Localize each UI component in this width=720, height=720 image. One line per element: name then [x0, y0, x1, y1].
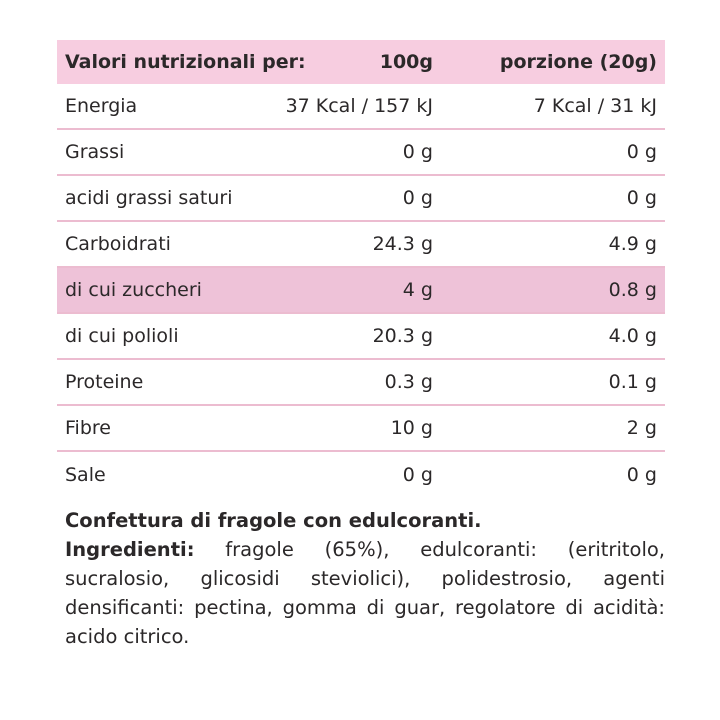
- value-per-100g: 24.3 g: [372, 233, 433, 255]
- nutrient-label: Energia: [65, 95, 138, 117]
- value-per-100g: 0 g: [402, 464, 433, 486]
- value-per-portion: 0.8 g: [608, 279, 657, 301]
- ingredients-paragraph: Ingredienti: fragole (65%), edulcoranti:…: [65, 535, 665, 651]
- value-per-portion: 4.0 g: [608, 325, 657, 347]
- table-row: acidi grassi saturi 0 g 0 g: [57, 176, 665, 222]
- product-name: Confettura di fragole con edulcoranti.: [65, 509, 482, 532]
- value-per-portion: 7 Kcal / 31 kJ: [533, 95, 657, 117]
- value-per-portion: 0 g: [626, 141, 657, 163]
- nutrient-label: Fibre: [65, 417, 111, 439]
- header-col-100g: 100g: [379, 51, 433, 73]
- value-per-portion: 0.1 g: [608, 371, 657, 393]
- table-row: di cui polioli 20.3 g 4.0 g: [57, 314, 665, 360]
- value-per-100g: 0 g: [402, 141, 433, 163]
- table-row: Fibre 10 g 2 g: [57, 406, 665, 452]
- table-row: Sale 0 g 0 g: [57, 452, 665, 498]
- table-row: Grassi 0 g 0 g: [57, 130, 665, 176]
- nutrient-label: acidi grassi saturi: [65, 187, 233, 209]
- ingredients-label: Ingredienti:: [65, 538, 195, 561]
- nutrient-label: Carboidrati: [65, 233, 171, 255]
- value-per-100g: 0.3 g: [384, 371, 433, 393]
- table-row: di cui zuccheri 4 g 0.8 g: [57, 268, 665, 314]
- value-per-portion: 4.9 g: [608, 233, 657, 255]
- value-per-portion: 2 g: [626, 417, 657, 439]
- ingredients-text: fragole (65%), edulcoranti: (eritritolo,…: [65, 538, 665, 648]
- product-description: Confettura di fragole con edulcoranti. I…: [65, 506, 665, 651]
- table-header-row: Valori nutrizionali per: 100g porzione (…: [57, 40, 665, 84]
- nutrient-label: Sale: [65, 464, 106, 486]
- value-per-portion: 0 g: [626, 464, 657, 486]
- header-values-label: Valori nutrizionali per:: [65, 51, 306, 73]
- value-per-portion: 0 g: [626, 187, 657, 209]
- table-body: Energia 37 Kcal / 157 kJ 7 Kcal / 31 kJ …: [57, 84, 665, 498]
- nutrient-label: di cui zuccheri: [65, 279, 202, 301]
- nutrient-label: Proteine: [65, 371, 144, 393]
- value-per-100g: 4 g: [402, 279, 433, 301]
- table-row: Energia 37 Kcal / 157 kJ 7 Kcal / 31 kJ: [57, 84, 665, 130]
- header-col-portion: porzione (20g): [499, 51, 657, 73]
- nutrient-label: Grassi: [65, 141, 125, 163]
- value-per-100g: 0 g: [402, 187, 433, 209]
- nutrition-table: Valori nutrizionali per: 100g porzione (…: [57, 40, 665, 498]
- value-per-100g: 20.3 g: [372, 325, 433, 347]
- table-row: Proteine 0.3 g 0.1 g: [57, 360, 665, 406]
- table-row: Carboidrati 24.3 g 4.9 g: [57, 222, 665, 268]
- value-per-100g: 10 g: [390, 417, 433, 439]
- value-per-100g: 37 Kcal / 157 kJ: [285, 95, 433, 117]
- nutrient-label: di cui polioli: [65, 325, 179, 347]
